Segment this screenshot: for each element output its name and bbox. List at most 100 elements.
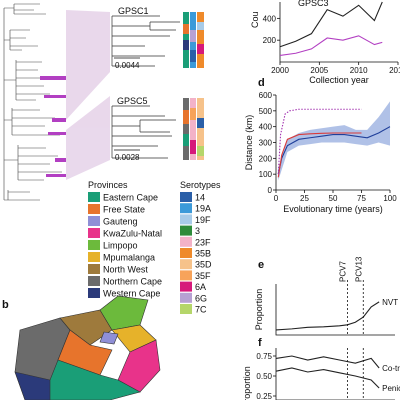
- provinces-legend: Eastern Cape Free State Gauteng KwaZulu-Nat…: [88, 192, 162, 299]
- chart-e-axes: [275, 284, 395, 336]
- province-swatch: [88, 204, 100, 214]
- chart-c-y-tick-label: 200: [263, 36, 277, 45]
- province-legend-label: Northern Cape: [103, 277, 162, 287]
- map-limpopo: [99, 295, 149, 331]
- province-legend-label: North West: [103, 265, 148, 275]
- serotype-swatch: [180, 203, 192, 214]
- map-eastern-cape: [49, 359, 141, 400]
- province-swatch: [88, 288, 100, 298]
- chart-f-series-line: [275, 367, 380, 389]
- province-swatch: [88, 228, 100, 238]
- serotype-legend-label: 6A: [195, 282, 206, 292]
- serotype-swatch: [180, 192, 192, 202]
- chart-d-series-line: [277, 108, 362, 175]
- province-legend-label: Mpumalanga: [103, 253, 155, 263]
- chart-f-ylabel: roportion: [242, 366, 252, 400]
- serotype-swatch: [180, 236, 192, 247]
- chart-d: Distance (km) Evolutionary time (years) …: [244, 91, 397, 214]
- map-north-west: [59, 309, 113, 346]
- province-swatch: [88, 240, 100, 250]
- chart-d-x-tick-label: 25: [300, 194, 309, 203]
- chart-f: roportion Co-trimoxazole Penicillin 0.75 0.…: [242, 348, 400, 400]
- chart-f-y-tick-label: 0.75: [256, 352, 272, 361]
- panel-b-label: b: [2, 299, 9, 311]
- serotype-swatch: [180, 214, 192, 225]
- serotype-swatch: [180, 248, 192, 258]
- chart-d-x-tick-label: 100: [383, 194, 397, 203]
- serotype-legend-label: 14: [195, 193, 205, 203]
- serotype-swatch: [180, 304, 192, 314]
- chart-d-y-tick-label: 500: [259, 107, 273, 116]
- serotype-legend-label: 6G: [195, 293, 207, 303]
- serotype-legend-label: 7C: [195, 305, 207, 315]
- panel-d-label: d: [258, 77, 265, 89]
- province-swatch: [88, 276, 100, 286]
- chart-e-vaccine-label: PCV7: [338, 261, 347, 282]
- panel-e-label: e: [258, 259, 264, 271]
- south-africa-map: [14, 295, 161, 400]
- chart-c-xlabel: Collection year: [309, 75, 369, 85]
- serotype-legend-label: 3: [195, 226, 200, 236]
- province-swatch: [88, 264, 100, 274]
- serotype-swatch: [180, 225, 192, 236]
- chart-f-y-tick-label: 0.50: [256, 372, 272, 381]
- map-kwazulu-natal: [117, 339, 161, 393]
- chart-c-x-tick-label: 2015: [389, 66, 400, 75]
- chart-d-x-tick-label: 75: [357, 194, 366, 203]
- chart-c-ylabel: Cou: [250, 11, 260, 28]
- chart-e: Proportion NVT strains PCV7 PCV13: [254, 256, 400, 336]
- chart-d-y-tick-label: 100: [259, 170, 273, 179]
- tree-zoom-shading: [66, 10, 110, 180]
- province-legend-label: Western Cape: [103, 289, 160, 299]
- chart-d-y-tick-label: 0: [268, 186, 273, 195]
- serotype-swatch: [180, 292, 192, 303]
- serotype-legend-label: 35B: [195, 249, 211, 259]
- chart-d-y-tick-label: 400: [259, 123, 273, 132]
- serotype-swatch: [180, 259, 192, 270]
- gpsc5-subtree: [111, 105, 176, 159]
- province-swatch: [88, 192, 100, 202]
- chart-c-x-tick-label: 2005: [310, 66, 328, 75]
- chart-f-y-tick-label: 0.25: [256, 392, 272, 400]
- chart-e-series-label: NVT strains: [382, 298, 400, 307]
- province-legend-label: KwaZulu-Natal: [103, 229, 162, 239]
- chart-d-y-tick-label: 300: [259, 139, 273, 148]
- chart-e-vaccine-label: PCV13: [354, 256, 363, 282]
- provinces-legend-title: Provinces: [88, 180, 128, 190]
- chart-c: Cou GPSC3 Collection year 2000 2005 2010 20…: [250, 0, 400, 85]
- chart-d-y-tick-label: 200: [259, 154, 273, 163]
- province-legend-label: Eastern Cape: [103, 193, 158, 203]
- chart-c-x-tick-label: 2010: [350, 66, 368, 75]
- serotype-legend-label: 35D: [195, 260, 212, 270]
- chart-d-series-line: [277, 132, 362, 178]
- chart-f-series-label: Penicillin: [382, 384, 400, 393]
- province-legend-label: Limpopo: [103, 241, 138, 251]
- map-western-cape: [14, 371, 61, 400]
- serotypes-legend-title: Serotypes: [180, 180, 221, 190]
- chart-e-ylabel: Proportion: [254, 289, 264, 331]
- map-free-state: [57, 329, 113, 376]
- chart-d-y-tick-label: 600: [259, 91, 273, 100]
- gpsc1-metadata-strips: [183, 12, 204, 68]
- chart-d-x-tick-label: 50: [329, 194, 338, 203]
- serotype-legend-label: 35F: [195, 271, 211, 281]
- serotype-legend-label: 19F: [195, 215, 211, 225]
- gpsc5-label: GPSC5: [117, 96, 148, 106]
- chart-f-series-line: [275, 355, 380, 369]
- province-legend-label: Gauteng: [103, 217, 138, 227]
- chart-d-xlabel: Evolutionary time (years): [283, 204, 383, 214]
- serotype-swatch: [180, 281, 192, 292]
- province-swatch: [88, 216, 100, 226]
- gpsc5-scale-label: 0.0028: [115, 153, 140, 162]
- serotype-swatch: [180, 270, 192, 281]
- gpsc5-metadata-strips: [183, 98, 204, 160]
- chart-d-ylabel: Distance (km): [244, 115, 254, 171]
- chart-d-series-line: [277, 126, 391, 175]
- gpsc1-label: GPSC1: [118, 6, 149, 16]
- chart-e-series-line: [275, 301, 380, 331]
- chart-d-x-tick-label: 0: [274, 194, 279, 203]
- chart-f-series-label: Co-trimoxazole: [382, 364, 400, 373]
- phylogenetic-tree: [3, 3, 62, 201]
